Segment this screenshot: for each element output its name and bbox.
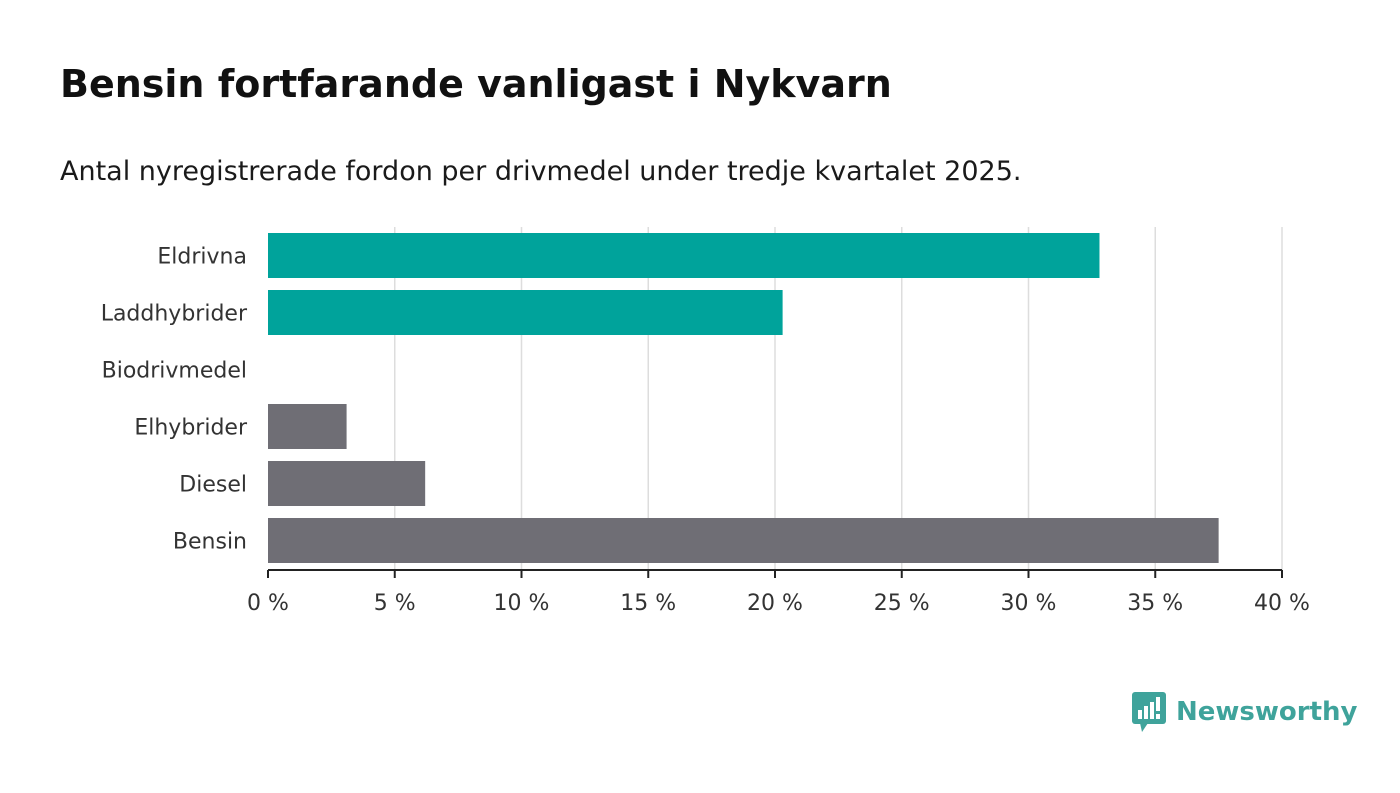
x-tick-label: 5 % bbox=[374, 591, 416, 616]
category-label: Laddhybrider bbox=[101, 302, 248, 327]
bar-eldrivna bbox=[268, 233, 1100, 278]
x-tick-label: 0 % bbox=[247, 591, 289, 616]
newsworthy-logo-text: Newsworthy bbox=[1176, 697, 1358, 727]
x-tick-label: 10 % bbox=[494, 591, 550, 616]
category-label: Diesel bbox=[179, 473, 247, 498]
category-label: Biodrivmedel bbox=[102, 359, 247, 384]
bar-elhybrider bbox=[268, 404, 347, 449]
x-tick-label: 30 % bbox=[1001, 591, 1057, 616]
chart-title: Bensin fortfarande vanligast i Nykvarn bbox=[60, 62, 892, 106]
newsworthy-logo-icon bbox=[1132, 692, 1166, 732]
category-label: Elhybrider bbox=[134, 416, 248, 441]
chart-subtitle: Antal nyregistrerade fordon per drivmede… bbox=[60, 156, 1022, 187]
category-label: Bensin bbox=[173, 530, 247, 555]
x-tick-label: 35 % bbox=[1127, 591, 1183, 616]
category-label: Eldrivna bbox=[157, 245, 247, 270]
bar-bensin bbox=[268, 518, 1219, 563]
bar-diesel bbox=[268, 461, 426, 506]
bar-laddhybrider bbox=[268, 290, 783, 335]
x-tick-label: 25 % bbox=[874, 591, 930, 616]
x-tick-label: 20 % bbox=[747, 591, 803, 616]
newsworthy-logo: Newsworthy bbox=[1132, 692, 1357, 732]
x-tick-label: 40 % bbox=[1254, 591, 1310, 616]
x-tick-label: 15 % bbox=[620, 591, 676, 616]
